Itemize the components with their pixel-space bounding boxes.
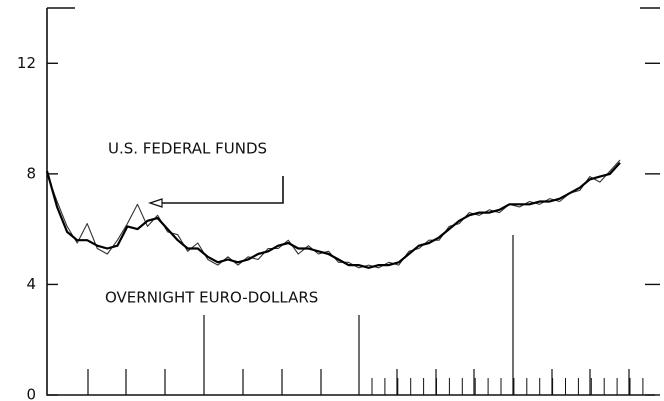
annotation: U.S. FEDERAL FUNDS bbox=[108, 140, 267, 158]
y-tick-label: 4 bbox=[26, 275, 36, 293]
series-line bbox=[45, 162, 621, 269]
y-tick-label: 8 bbox=[26, 164, 36, 182]
annotation: OVERNIGHT EURO-DOLLARS bbox=[105, 289, 318, 307]
series-line bbox=[46, 159, 621, 269]
arrow-head bbox=[148, 198, 163, 208]
arrow bbox=[155, 176, 284, 204]
axes bbox=[46, 7, 660, 396]
y-tick-label: 12 bbox=[17, 54, 36, 72]
y-tick-label: 0 bbox=[26, 386, 36, 401]
